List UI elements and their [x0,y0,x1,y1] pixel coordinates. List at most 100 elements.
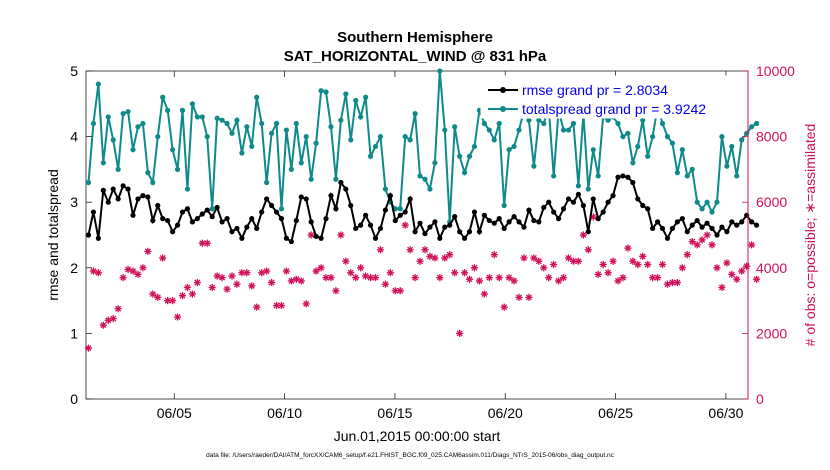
rmse-point [447,222,453,228]
obs-point [703,231,711,239]
rmse-point [170,229,176,235]
spread-point [541,120,547,127]
rmse-point [224,216,230,222]
y-right-tick-label: 8000 [756,129,787,145]
rmse-point [546,199,552,205]
obs-point [446,251,454,259]
rmse-point [432,219,438,225]
obs-point [594,270,602,278]
obs-point [574,257,583,265]
spread-point [575,183,582,189]
obs-point [317,264,325,272]
obs-point [302,300,310,308]
obs-point [748,241,756,249]
rmse-point [155,202,161,209]
x-tick-label: 06/05 [157,405,192,421]
rmse-point [407,196,413,202]
rmse-point [234,225,240,232]
y-left-tick-label: 1 [70,325,78,341]
spread-point [313,140,319,146]
spread-point [442,127,448,133]
rmse-point [160,216,166,222]
rmse-point [249,216,255,222]
rmse-point [605,199,611,205]
rmse-point [684,229,690,235]
spread-point [343,91,349,97]
y-right-tick-label: 0 [756,391,764,407]
rmse-point [412,229,418,235]
obs-point [297,277,305,285]
rmse-point [565,196,572,202]
spread-point [659,120,666,127]
rmse-point [630,179,636,186]
spread-point [125,109,131,115]
rmse-point [496,216,502,222]
y-left-tick-label: 4 [70,129,78,145]
rmse-point [531,217,537,224]
rmse-point [674,219,680,225]
obs-point [376,246,385,254]
obs-point [267,278,276,287]
rmse-point [699,224,705,230]
spread-point [155,134,161,140]
spread-point [496,120,502,127]
rmse-point [551,209,557,215]
spread-point [95,81,101,87]
obs-point [495,274,503,282]
rmse-point [125,186,131,192]
rmse-point [90,209,97,215]
obs-point [401,221,409,229]
rmse-point [486,217,492,224]
obs-point [525,293,533,301]
obs-point [381,280,390,288]
rmse-point [264,196,270,202]
rmse-point [397,212,403,218]
obs-point [99,321,107,329]
rmse-point [239,235,245,241]
x-axis-label: Jun.01,2015 00:00:00 start [334,428,501,444]
spread-point [650,134,656,140]
spread-point [491,137,497,143]
rmse-point [303,196,309,202]
rmse-point [100,187,106,193]
rmse-point [506,219,512,225]
obs-point [490,251,498,259]
obs-point [604,269,612,277]
obs-point [599,260,607,269]
spread-point [372,143,379,150]
obs-point [352,274,360,282]
obs-point [624,244,632,252]
obs-point [223,285,231,293]
y-axis-right-label: # of obs: o=possible; ∗=assimilated [802,124,818,347]
spread-point [377,134,384,140]
obs-point [465,275,474,283]
y-axis-left-label: rmse and totalspread [45,169,61,301]
obs-point [733,275,741,283]
obs-point [708,241,716,249]
spread-point [199,114,205,120]
obs-point [327,274,335,282]
rmse-point [288,238,294,245]
spread-point [367,153,374,159]
rmse-point [179,209,186,215]
obs-point [416,257,424,265]
spread-point [407,137,413,143]
spread-point [536,117,542,123]
spread-point [90,120,97,127]
rmse-point [679,216,685,222]
spread-point [630,160,636,166]
obs-point [332,287,340,295]
spread-point [363,94,369,100]
spread-point [506,147,512,153]
rmse-point [709,225,715,232]
rmse-point [353,225,359,232]
spread-point [184,186,191,192]
rmse-point [580,202,586,209]
obs-point [441,254,449,262]
obs-point [738,267,746,275]
rmse-point [110,186,116,192]
obs-point [515,293,523,301]
rmse-point [184,206,191,212]
spread-point [353,97,359,104]
obs-point [183,283,192,292]
